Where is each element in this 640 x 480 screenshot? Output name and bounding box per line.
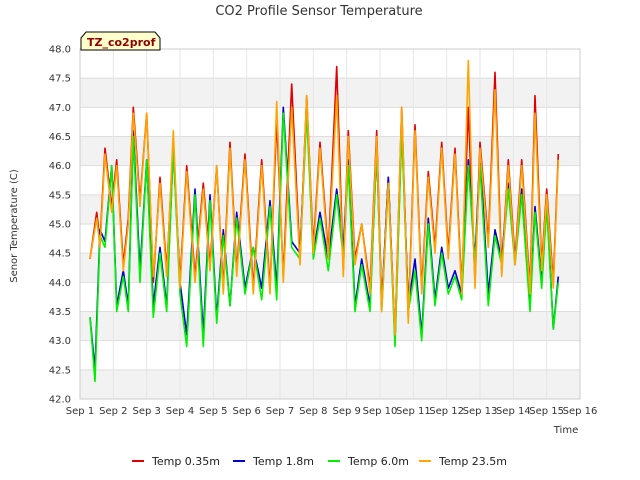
grid-band bbox=[80, 369, 580, 399]
plot-border bbox=[79, 48, 581, 400]
y-tick-label: 44.5 bbox=[49, 249, 71, 260]
legend-item-2: Temp 1.8m bbox=[233, 455, 314, 468]
station-badge: TZ_co2prof bbox=[80, 31, 161, 51]
badge-box bbox=[80, 31, 161, 51]
badge-label: TZ_co2prof bbox=[87, 36, 156, 49]
y-axis-label: Senor Temperature (C) bbox=[9, 169, 20, 283]
y-tick-label: 42.0 bbox=[49, 395, 71, 406]
grid-band bbox=[80, 78, 580, 108]
grid-band bbox=[80, 311, 580, 341]
series-line-3 bbox=[89, 112, 560, 383]
x-tick-label: Sep 9 bbox=[332, 406, 360, 417]
y-tick-label: 47.5 bbox=[49, 74, 71, 85]
x-tick-label: Sep 16 bbox=[563, 406, 598, 417]
x-tick-label: Sep 8 bbox=[299, 406, 327, 417]
chart-title: CO2 Profile Sensor Temperature bbox=[215, 4, 422, 19]
x-tick-label: Sep 15 bbox=[529, 406, 564, 417]
x-tick-label: Sep 3 bbox=[132, 406, 160, 417]
x-tick-label: Sep 6 bbox=[232, 406, 260, 417]
x-tick-label: Sep 12 bbox=[429, 406, 464, 417]
y-tick-label: 46.5 bbox=[49, 132, 71, 143]
y-tick-label: 44.0 bbox=[49, 278, 71, 289]
x-tick-label: Sep 7 bbox=[266, 406, 294, 417]
y-tick-label: 43.5 bbox=[49, 307, 71, 318]
series-line-4 bbox=[89, 59, 560, 336]
legend-label: Temp 6.0m bbox=[347, 455, 409, 468]
y-tick-label: 47.0 bbox=[49, 103, 71, 114]
y-tick-label: 48.0 bbox=[49, 45, 71, 56]
legend: Temp 0.35m Temp 1.8m Temp 6.0m Temp 23.5m bbox=[132, 455, 507, 468]
x-tick-label: Sep 5 bbox=[199, 406, 227, 417]
legend-label: Temp 1.8m bbox=[252, 455, 314, 468]
axes: 42.0 42.5 43.0 43.5 44.0 44.5 45.0 45.5 46.0 46.5… bbox=[49, 45, 598, 418]
x-axis-label: Time bbox=[553, 425, 578, 436]
legend-item-4: Temp 23.5m bbox=[419, 455, 507, 468]
x-tick-label: Sep 14 bbox=[496, 406, 531, 417]
x-tick-label: Sep 13 bbox=[463, 406, 498, 417]
legend-label: Temp 23.5m bbox=[438, 455, 507, 468]
y-tick-label: 42.5 bbox=[49, 365, 71, 376]
legend-item-1: Temp 0.35m bbox=[132, 455, 220, 468]
x-tick-label: Sep 11 bbox=[396, 406, 431, 417]
x-tick-label: Sep 10 bbox=[363, 406, 398, 417]
x-tick-label: Sep 4 bbox=[166, 406, 194, 417]
x-tick-label: Sep 1 bbox=[66, 406, 94, 417]
series-layer bbox=[89, 59, 560, 383]
y-tick-label: 45.5 bbox=[49, 190, 71, 201]
y-tick-label: 45.0 bbox=[49, 220, 71, 231]
y-tick-label: 43.0 bbox=[49, 336, 71, 347]
grid-band bbox=[80, 136, 580, 166]
x-tick-label: Sep 2 bbox=[99, 406, 127, 417]
legend-item-3: Temp 6.0m bbox=[328, 455, 409, 468]
legend-label: Temp 0.35m bbox=[151, 455, 220, 468]
y-tick-label: 46.0 bbox=[49, 161, 71, 172]
